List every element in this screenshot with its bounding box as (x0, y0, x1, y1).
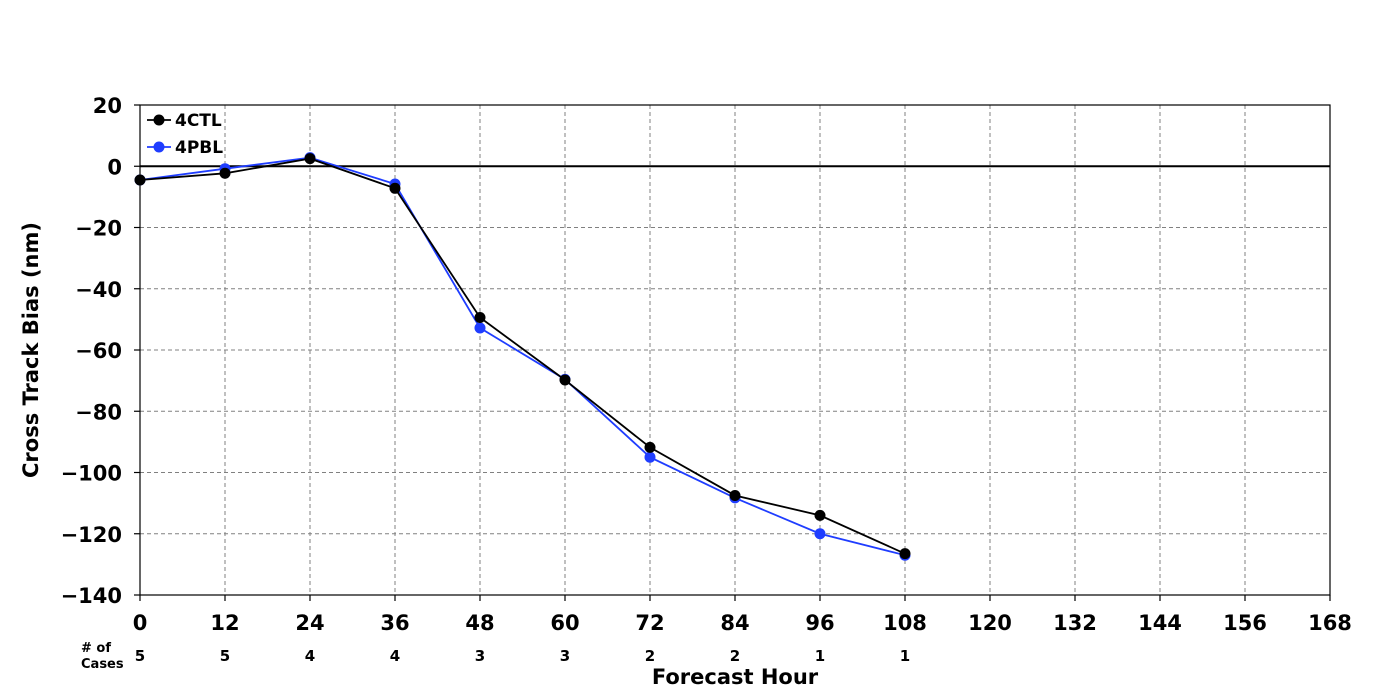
data-point-4ctl (134, 174, 146, 186)
legend-label-4pbl: 4PBL (175, 138, 223, 158)
y-tick-label: −20 (75, 217, 122, 241)
data-point-4ctl (219, 167, 231, 179)
data-point-4ctl (644, 441, 656, 453)
case-count: 3 (560, 647, 570, 665)
x-tick-label: 0 (133, 611, 148, 635)
grid-lines (140, 105, 1330, 595)
legend-marker-4ctl (153, 114, 165, 126)
data-point-4ctl (814, 509, 826, 521)
data-point-4pbl (474, 322, 486, 334)
data-point-4ctl (899, 548, 911, 560)
case-count: 3 (475, 647, 485, 665)
x-tick-label: 48 (465, 611, 494, 635)
x-tick-label: 12 (210, 611, 239, 635)
axis-ticks: 0 12 24 36 48 60 72 84 96 108 120 132 144 156 168 20 0 −2… (61, 94, 1352, 635)
case-count: 2 (645, 647, 655, 665)
data-point-4ctl (559, 374, 571, 386)
case-count: 1 (815, 647, 825, 665)
cases-header-line2: Cases (81, 657, 124, 672)
x-tick-label: 36 (380, 611, 409, 635)
data-point-4ctl (389, 182, 401, 194)
case-count: 4 (390, 647, 400, 665)
y-tick-label: −140 (61, 584, 122, 608)
x-tick-label: 144 (1138, 611, 1182, 635)
data-point-4ctl (304, 153, 316, 165)
cases-row: # of Cases 5 5 4 4 3 3 2 2 1 1 (81, 641, 910, 672)
x-tick-label: 24 (295, 611, 324, 635)
y-tick-label: −40 (75, 278, 122, 302)
series-line-4ctl (139, 157, 906, 555)
y-axis-title: Cross Track Bias (nm) (19, 222, 43, 478)
x-tick-label: 60 (550, 611, 579, 635)
x-tick-label: 96 (805, 611, 834, 635)
series-line-4pbl (139, 156, 906, 557)
data-point-4pbl (644, 451, 656, 463)
x-tick-label: 72 (635, 611, 664, 635)
y-tick-label: −120 (61, 523, 122, 547)
x-axis-title: Forecast Hour (652, 665, 819, 689)
legend-marker-4pbl (153, 141, 165, 153)
y-tick-label: 0 (107, 155, 122, 179)
data-series (134, 152, 911, 561)
x-tick-label: 156 (1223, 611, 1267, 635)
data-point-4pbl (814, 528, 826, 540)
case-count: 5 (220, 647, 230, 665)
case-count: 5 (135, 647, 145, 665)
data-point-4ctl (474, 312, 486, 324)
data-point-4ctl (729, 489, 741, 501)
case-count: 2 (730, 647, 740, 665)
cases-header-line1: # of (81, 641, 111, 656)
x-tick-label: 132 (1053, 611, 1097, 635)
y-tick-label: −60 (75, 339, 122, 363)
y-tick-label: 20 (93, 94, 122, 118)
y-tick-label: −100 (61, 462, 122, 486)
case-count: 1 (900, 647, 910, 665)
x-tick-label: 84 (720, 611, 749, 635)
legend-label-4ctl: 4CTL (175, 111, 222, 131)
y-tick-label: −80 (75, 400, 122, 424)
x-tick-label: 108 (883, 611, 927, 635)
case-count: 4 (305, 647, 315, 665)
x-tick-label: 120 (968, 611, 1012, 635)
legend: 4CTL 4PBL (147, 111, 223, 158)
x-tick-label: 168 (1308, 611, 1352, 635)
